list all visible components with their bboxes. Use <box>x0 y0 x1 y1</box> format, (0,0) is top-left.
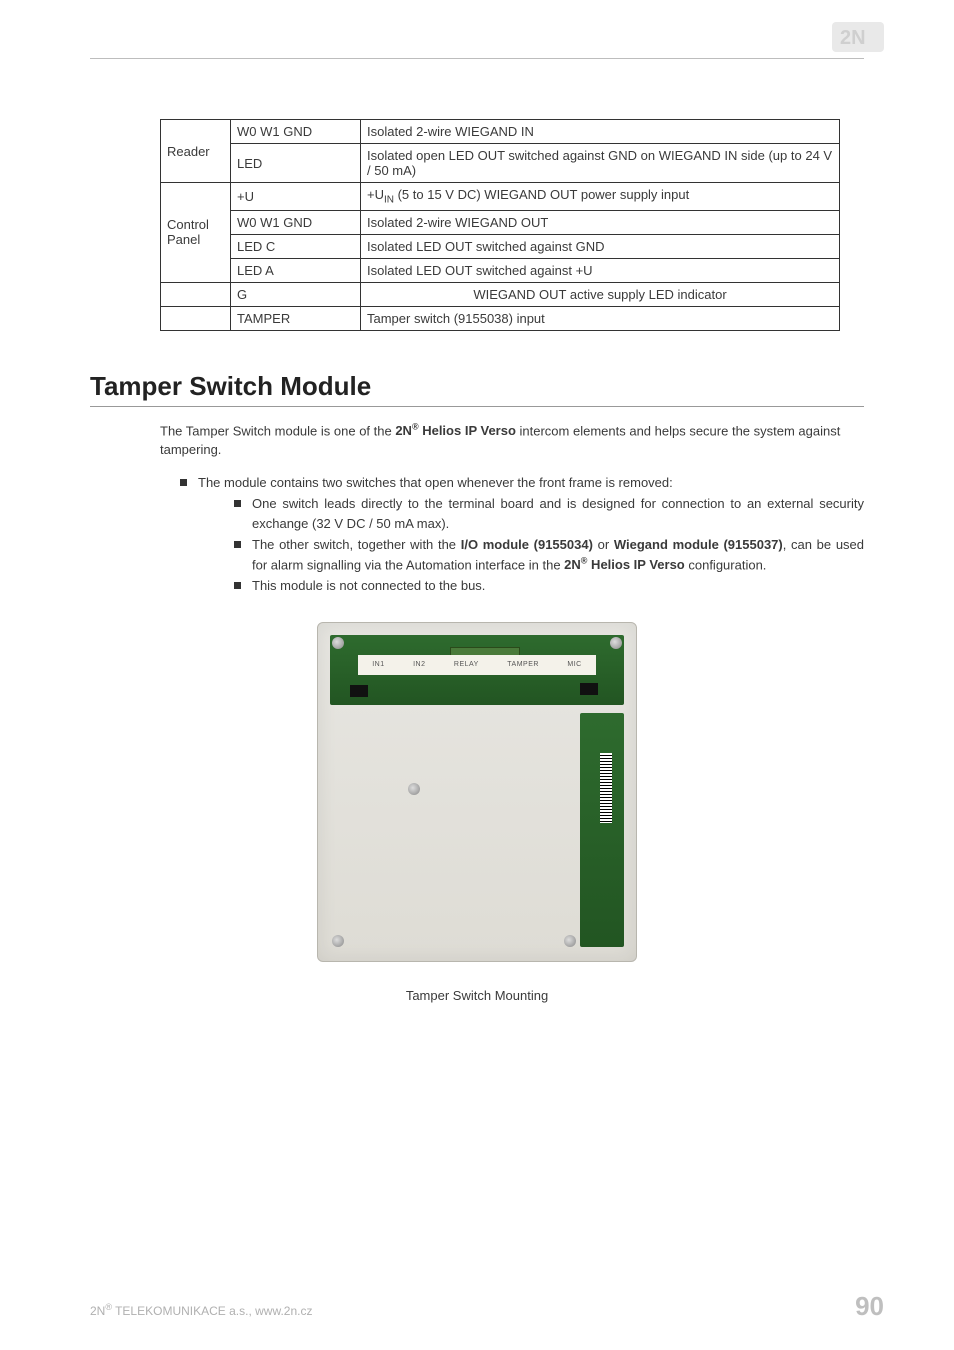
module-enclosure: IN1IN2RELAYTAMPERMIC <box>317 622 637 962</box>
page-number: 90 <box>855 1291 884 1322</box>
chip <box>350 685 368 697</box>
table-group-reader: Reader <box>161 120 231 183</box>
table-cell: W0 W1 GND <box>231 210 361 234</box>
table-cell: Isolated LED OUT switched against +U <box>361 258 840 282</box>
page-footer: 2N® TELEKOMUNIKACE a.s., www.2n.cz 90 <box>90 1291 884 1322</box>
pcb-side <box>580 713 624 947</box>
footer-company: 2N® TELEKOMUNIKACE a.s., www.2n.cz <box>90 1302 313 1318</box>
top-rule <box>90 58 864 59</box>
table-cell: LED <box>231 144 361 183</box>
chip <box>580 683 598 695</box>
figure-caption: Tamper Switch Mounting <box>317 988 637 1003</box>
table-cell <box>161 282 231 306</box>
table-cell: Isolated open LED OUT switched against G… <box>361 144 840 183</box>
table-group-control-panel: ControlPanel <box>161 183 231 283</box>
table-cell: Tamper switch (9155038) input <box>361 306 840 330</box>
table-cell: +U <box>231 183 361 211</box>
table-cell <box>161 306 231 330</box>
section-heading: Tamper Switch Module <box>90 371 864 407</box>
screw <box>408 783 420 795</box>
intro-paragraph: The Tamper Switch module is one of the 2… <box>160 421 864 460</box>
connector-table: Reader W0 W1 GND Isolated 2-wire WIEGAND… <box>160 119 840 331</box>
list-item: The other switch, together with the I/O … <box>234 535 864 574</box>
table-cell: Isolated 2-wire WIEGAND OUT <box>361 210 840 234</box>
svg-text:2N: 2N <box>840 27 866 49</box>
sub-bullet-list: One switch leads directly to the termina… <box>234 494 864 596</box>
list-item: This module is not connected to the bus. <box>234 576 864 596</box>
bullet-list: The module contains two switches that op… <box>180 473 864 596</box>
screw <box>332 935 344 947</box>
table-cell: Isolated 2-wire WIEGAND IN <box>361 120 840 144</box>
table-cell: LED A <box>231 258 361 282</box>
pin-label-strip: IN1IN2RELAYTAMPERMIC <box>358 655 596 675</box>
screw <box>610 637 622 649</box>
brand-logo: 2N <box>832 22 884 52</box>
module-figure: IN1IN2RELAYTAMPERMIC Tamper Switch Mount… <box>317 622 637 1003</box>
screw <box>564 935 576 947</box>
screw <box>332 637 344 649</box>
table-cell: G <box>231 282 361 306</box>
table-cell: Isolated LED OUT switched against GND <box>361 234 840 258</box>
table-cell: +UIN (5 to 15 V DC) WIEGAND OUT power su… <box>361 183 840 211</box>
list-item: The module contains two switches that op… <box>180 473 864 596</box>
table-cell: W0 W1 GND <box>231 120 361 144</box>
table-cell: TAMPER <box>231 306 361 330</box>
barcode-label <box>600 753 612 823</box>
list-item: One switch leads directly to the termina… <box>234 494 864 533</box>
table-cell: LED C <box>231 234 361 258</box>
table-cell: WIEGAND OUT active supply LED indicator <box>361 282 840 306</box>
list-item-text: The module contains two switches that op… <box>198 475 673 490</box>
